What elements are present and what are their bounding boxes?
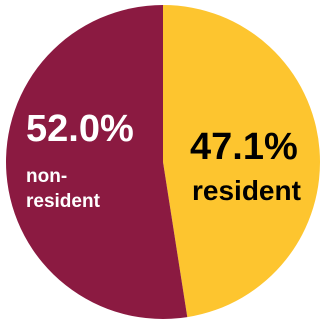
nonresident-name-line2: resident [26, 190, 100, 212]
nonresident-name-line1: non- [26, 166, 68, 187]
resident-percent-label: 47.1% [190, 126, 298, 168]
pie-slice-resident [163, 4, 321, 318]
pie-slice-non-resident [6, 5, 188, 319]
nonresident-percent-label: 52.0% [26, 108, 134, 150]
nonresident-name-label: non- resident [26, 165, 100, 214]
resident-name-label: resident [192, 175, 301, 206]
